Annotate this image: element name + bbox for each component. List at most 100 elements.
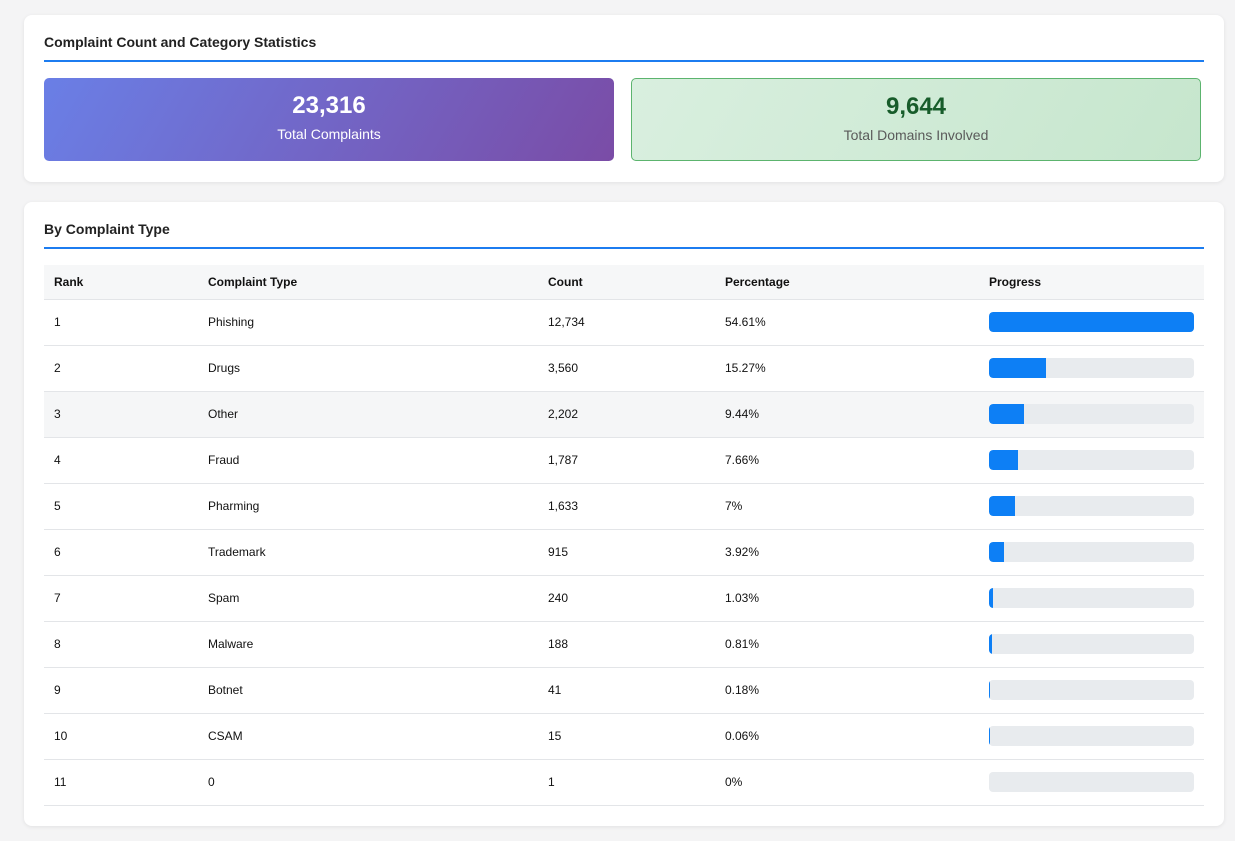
progress-cell (979, 483, 1204, 530)
progress-bar (989, 680, 1194, 700)
rank-cell: 7 (44, 575, 198, 622)
table-row: 4 Fraud 1,787 7.66% (44, 437, 1204, 484)
table-row: 6 Trademark 915 3.92% (44, 529, 1204, 576)
percentage-cell: 7% (715, 483, 979, 530)
total-domains-tile: 9,644 Total Domains Involved (631, 78, 1201, 161)
percentage-cell: 54.61% (715, 299, 979, 346)
progress-bar (989, 404, 1194, 424)
percentage-cell: 0.81% (715, 621, 979, 668)
complaint-type-cell: 0 (198, 759, 538, 806)
complaint-type-cell: Trademark (198, 529, 538, 576)
count-cell: 1,633 (538, 483, 715, 530)
complaint-type-cell: Spam (198, 575, 538, 622)
complaint-type-cell: Malware (198, 621, 538, 668)
rank-cell: 6 (44, 529, 198, 576)
progress-bar-fill (989, 404, 1025, 424)
complaint-type-cell: CSAM (198, 713, 538, 760)
progress-bar (989, 772, 1194, 792)
stats-card: Complaint Count and Category Statistics … (24, 15, 1224, 182)
rank-cell: 9 (44, 667, 198, 714)
progress-cell (979, 391, 1204, 438)
progress-bar-fill (989, 312, 1194, 332)
column-header-progress: Progress (979, 265, 1204, 300)
rank-cell: 11 (44, 759, 198, 806)
table-row: 7 Spam 240 1.03% (44, 575, 1204, 622)
percentage-cell: 3.92% (715, 529, 979, 576)
progress-cell (979, 299, 1204, 346)
progress-cell (979, 713, 1204, 760)
percentage-cell: 0.18% (715, 667, 979, 714)
progress-bar (989, 450, 1194, 470)
progress-bar-fill (989, 588, 993, 608)
progress-bar-fill (989, 358, 1047, 378)
progress-bar (989, 312, 1194, 332)
rank-cell: 4 (44, 437, 198, 484)
progress-bar-fill (989, 496, 1016, 516)
progress-cell (979, 345, 1204, 392)
count-cell: 2,202 (538, 391, 715, 438)
progress-bar (989, 542, 1194, 562)
column-header-rank: Rank (44, 265, 198, 300)
count-cell: 3,560 (538, 345, 715, 392)
count-cell: 1 (538, 759, 715, 806)
total-complaints-value: 23,316 (292, 92, 366, 119)
progress-bar (989, 726, 1194, 746)
table-row: 3 Other 2,202 9.44% (44, 391, 1204, 438)
complaint-type-cell: Pharming (198, 483, 538, 530)
table-row: 5 Pharming 1,633 7% (44, 483, 1204, 530)
percentage-cell: 7.66% (715, 437, 979, 484)
table-row: 8 Malware 188 0.81% (44, 621, 1204, 668)
rank-cell: 3 (44, 391, 198, 438)
total-complaints-label: Total Complaints (277, 126, 381, 142)
rank-cell: 1 (44, 299, 198, 346)
stats-card-title: Complaint Count and Category Statistics (44, 34, 1204, 62)
complaint-type-cell: Drugs (198, 345, 538, 392)
rank-cell: 2 (44, 345, 198, 392)
percentage-cell: 0% (715, 759, 979, 806)
percentage-cell: 1.03% (715, 575, 979, 622)
percentage-cell: 9.44% (715, 391, 979, 438)
progress-cell (979, 437, 1204, 484)
count-cell: 188 (538, 621, 715, 668)
total-domains-value: 9,644 (885, 93, 947, 120)
progress-cell (979, 667, 1204, 714)
progress-bar-fill (989, 450, 1018, 470)
complaint-type-cell: Other (198, 391, 538, 438)
progress-bar (989, 634, 1194, 654)
progress-cell (979, 621, 1204, 668)
complaint-type-cell: Fraud (198, 437, 538, 484)
count-cell: 15 (538, 713, 715, 760)
progress-bar (989, 588, 1194, 608)
count-cell: 1,787 (538, 437, 715, 484)
column-header-percentage: Percentage (715, 265, 979, 300)
rank-cell: 5 (44, 483, 198, 530)
table-row: 11 0 1 0% (44, 759, 1204, 806)
progress-bar (989, 496, 1194, 516)
percentage-cell: 0.06% (715, 713, 979, 760)
total-domains-label: Total Domains Involved (843, 127, 989, 143)
progress-cell (979, 759, 1204, 806)
percentage-cell: 15.27% (715, 345, 979, 392)
progress-bar-fill (989, 542, 1004, 562)
table-row: 2 Drugs 3,560 15.27% (44, 345, 1204, 392)
table-row: 9 Botnet 41 0.18% (44, 667, 1204, 714)
complaint-type-card: By Complaint Type Rank Complaint Type Co… (24, 202, 1224, 826)
total-complaints-tile: 23,316 Total Complaints (44, 78, 614, 161)
count-cell: 915 (538, 529, 715, 576)
column-header-complaint-type: Complaint Type (198, 265, 538, 300)
column-header-count: Count (538, 265, 715, 300)
count-cell: 12,734 (538, 299, 715, 346)
table-header-row: Rank Complaint Type Count Percentage Pro… (44, 265, 1204, 300)
progress-bar-fill (989, 680, 990, 700)
complaint-type-table: Rank Complaint Type Count Percentage Pro… (44, 265, 1204, 806)
progress-bar (989, 358, 1194, 378)
complaint-type-card-title: By Complaint Type (44, 221, 1204, 249)
progress-bar-fill (989, 634, 993, 654)
progress-cell (979, 529, 1204, 576)
complaint-type-cell: Phishing (198, 299, 538, 346)
table-row: 10 CSAM 15 0.06% (44, 713, 1204, 760)
count-cell: 240 (538, 575, 715, 622)
complaint-type-cell: Botnet (198, 667, 538, 714)
table-row: 1 Phishing 12,734 54.61% (44, 299, 1204, 346)
count-cell: 41 (538, 667, 715, 714)
